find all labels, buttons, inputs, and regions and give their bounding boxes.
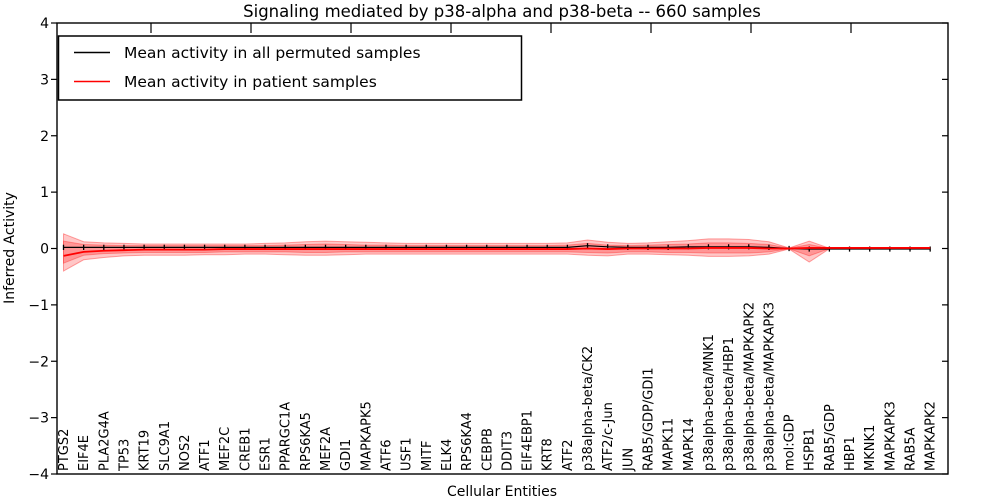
series-lines [62,243,931,257]
x-category-label: MEF2A [319,427,334,471]
x-category-label: SLC9A1 [158,421,173,471]
x-category-label: MKNK1 [863,425,878,471]
x-category-label: p38alpha-beta/HBP1 [722,337,737,471]
permuted-mean-markers [62,243,931,252]
x-category-label: NOS2 [178,435,193,471]
y-tick-label: 2 [40,129,49,145]
x-category-label: RAB5A [904,427,919,471]
x-category-label: PLA2G4A [97,411,112,471]
x-category-label: ATF2 [561,439,576,471]
y-tick-label: −4 [28,467,49,483]
chart-title: Signaling mediated by p38-alpha and p38-… [243,2,761,21]
x-category-label: ELK4 [440,439,455,471]
x-category-label: p38alpha-beta/MAPKAPK3 [762,302,777,471]
x-category-label: ESR1 [259,437,274,471]
legend-label-patient: Mean activity in patient samples [124,73,377,91]
x-category-label: ATF2/c-Jun [601,402,616,471]
x-category-label: EIF4E [77,435,92,471]
x-category-label: MITF [420,441,435,471]
legend-box [57,35,523,101]
y-tick-label: −2 [28,354,49,370]
x-category-label: MAPK14 [682,418,697,471]
y-tick-label: −3 [28,411,49,427]
x-category-label: MAPKAPK5 [359,401,374,471]
x-category-label: RAB5/GDP [823,404,838,471]
x-category-label: p38alpha-beta/CK2 [581,346,596,471]
axis-ticks [51,22,948,475]
x-category-label: RPS6KA4 [460,412,475,471]
x-category-label: RPS6KA5 [299,412,314,471]
y-axis-label: Inferred Activity [2,192,18,304]
x-category-label: MAPK11 [662,418,677,471]
x-category-label: GDI1 [339,439,354,471]
y-tick-label: 0 [40,242,49,258]
y-tick-label: 1 [40,185,49,201]
x-category-label: ATF1 [198,439,213,471]
x-category-label: KRT8 [541,438,556,471]
legend-label-permuted: Mean activity in all permuted samples [124,44,421,62]
confidence-bands [63,233,931,272]
x-category-label: CEBPB [480,428,495,471]
y-tick-labels: 4 3 2 1 0 −1 −2 −3 −4 [28,16,49,483]
x-category-label: RAB5/GDP/GDI1 [641,368,656,471]
y-tick-label: 3 [40,72,49,88]
x-category-label: TP53 [117,439,132,472]
x-category-label: MEF2C [218,427,233,471]
x-category-label: JUN [621,448,636,472]
x-category-labels: PTGS2 EIF4E PLA2G4A TP53 KRT19 SLC9A1 NOS2 ATF1… [57,302,939,472]
y-tick-label: 4 [40,16,49,32]
x-category-label: KRT19 [138,430,153,471]
x-category-label: mol:GDP [783,414,798,471]
y-tick-label: −1 [28,298,49,314]
x-category-label: p38alpha-beta/MAPKAPK2 [742,302,757,471]
x-category-label: PPARGC1A [279,402,294,471]
patient-mean-line [63,247,931,257]
x-axis-label: Cellular Entities [447,484,557,500]
x-category-label: CREB1 [238,427,253,471]
x-category-label: MAPKAPK3 [883,401,898,471]
x-category-label: EIF4EBP1 [521,410,536,471]
plot-border [56,22,949,475]
x-category-label: ATF6 [379,439,394,471]
legend: Mean activity in all permuted samples Me… [57,35,523,101]
x-category-label: HSPB1 [803,428,818,471]
x-category-label: MAPKAPK2 [924,401,939,471]
x-category-label: p38alpha-beta/MNK1 [702,334,717,471]
x-category-label: PTGS2 [57,429,72,471]
x-category-label: DDIT3 [500,431,515,471]
x-category-label: USF1 [400,437,415,471]
x-category-label: HBP1 [843,436,858,471]
